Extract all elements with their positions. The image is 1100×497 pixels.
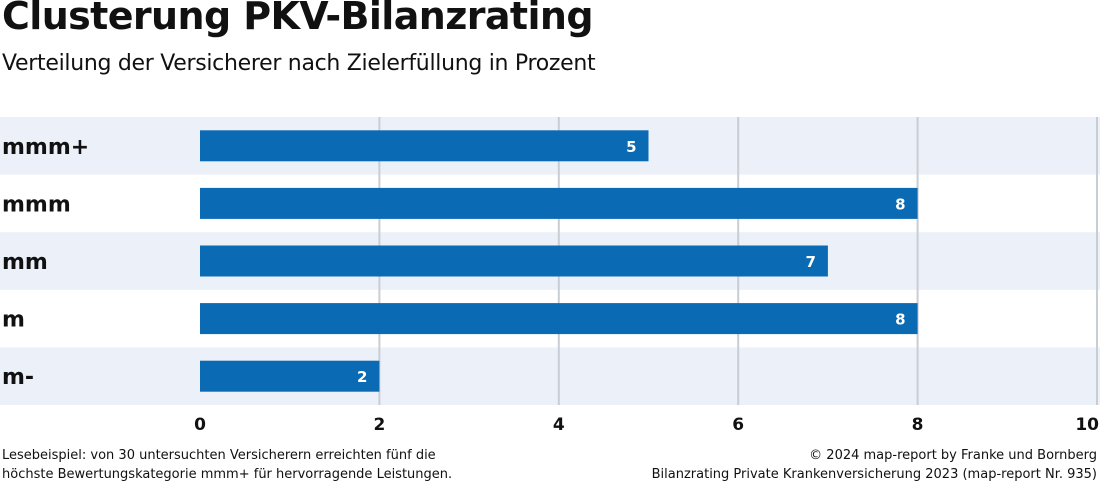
footer-source: © 2024 map-report by Franke und Bornberg… [652,446,1097,484]
x-tick-label: 10 [1075,415,1099,435]
footer-source-line-2: Bilanzrating Private Krankenversicherung… [651,467,1097,482]
bar-m- [200,360,380,392]
footer-note-line-2: höchste Bewertungskategorie mmm+ für her… [2,467,453,482]
x-tick-label: 6 [732,415,744,435]
bar-m [200,303,918,335]
category-label-mmm+: mmm+ [2,135,89,160]
footer-source-line-1: © 2024 map-report by Franke und Bornberg [809,448,1097,463]
footer-note: Lesebeispiel: von 30 untersuchten Versic… [2,446,452,484]
x-tick-label: 2 [373,415,385,435]
bar-mmm [200,187,918,219]
chart-title: Clusterung PKV-Bilanzrating [2,0,594,38]
chart-subtitle: Verteilung der Versicherer nach Zielerfü… [2,51,596,76]
category-label-mmm: mmm [2,192,71,217]
category-label-m: m [2,308,25,333]
data-label-mmm: 8 [895,195,905,213]
data-label-m: 8 [895,311,905,329]
data-label-mm: 7 [805,253,815,271]
x-tick-label: 8 [912,415,924,435]
x-tick-label: 4 [553,415,565,435]
x-tick-label: 0 [194,415,206,435]
data-label-mmm+: 5 [626,138,636,156]
bar-mmm+ [200,130,649,162]
category-label-m-: m- [2,365,34,390]
category-label-mm: mm [2,250,48,275]
data-label-m-: 2 [357,368,367,386]
row-band [0,347,1100,405]
footer-note-line-1: Lesebeispiel: von 30 untersuchten Versic… [2,448,436,463]
bar-mm [200,245,828,277]
